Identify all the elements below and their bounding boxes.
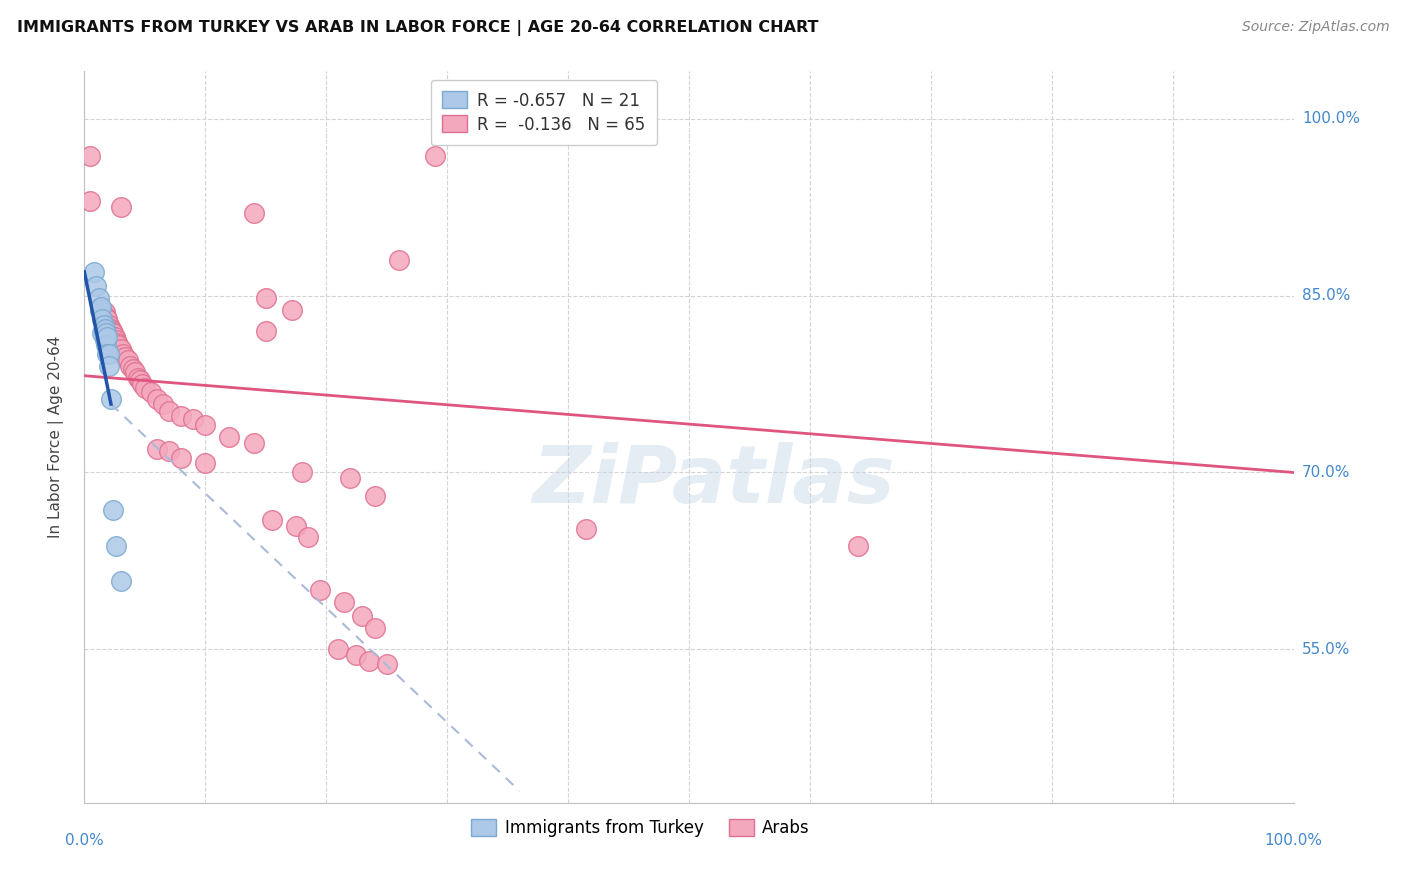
Point [357, 654, 380, 668]
Point [131, 376, 153, 391]
Point [79, 149, 101, 163]
Point [157, 404, 180, 418]
Point [94, 334, 117, 348]
Point [388, 253, 411, 268]
Point [94, 326, 117, 341]
Point [83, 265, 105, 279]
Point [170, 451, 193, 466]
Text: 0.0%: 0.0% [65, 833, 104, 848]
Point [194, 456, 217, 470]
Point [127, 371, 149, 385]
Point [181, 412, 204, 426]
Text: IMMIGRANTS FROM TURKEY VS ARAB IN LABOR FORCE | AGE 20-64 CORRELATION CHART: IMMIGRANTS FROM TURKEY VS ARAB IN LABOR … [17, 20, 818, 36]
Point [333, 595, 356, 609]
Point [93, 318, 115, 332]
Point [94, 338, 117, 352]
Point [96, 312, 118, 326]
Point [170, 409, 193, 423]
Point [281, 302, 304, 317]
Point [97, 318, 120, 332]
Point [575, 522, 598, 536]
Point [423, 149, 446, 163]
Point [110, 574, 132, 588]
Point [284, 518, 308, 533]
Point [94, 321, 117, 335]
Point [100, 321, 122, 335]
Text: 100.0%: 100.0% [1302, 111, 1360, 126]
Text: 85.0%: 85.0% [1302, 288, 1350, 303]
Point [194, 418, 217, 433]
Point [114, 350, 136, 364]
Point [157, 444, 180, 458]
Point [100, 392, 122, 407]
Point [260, 513, 283, 527]
Y-axis label: In Labor Force | Age 20-64: In Labor Force | Age 20-64 [48, 336, 63, 538]
Point [93, 324, 115, 338]
Point [87, 291, 110, 305]
Point [104, 334, 127, 348]
Point [94, 305, 117, 319]
Text: 55.0%: 55.0% [1302, 642, 1350, 657]
Legend: Immigrants from Turkey, Arabs: Immigrants from Turkey, Arabs [463, 811, 818, 846]
Point [124, 365, 146, 379]
Point [254, 291, 277, 305]
Point [846, 539, 869, 553]
Text: 100.0%: 100.0% [1264, 833, 1323, 848]
Point [89, 301, 111, 315]
Point [105, 335, 128, 350]
Point [291, 466, 314, 480]
Point [120, 359, 142, 374]
Point [339, 471, 361, 485]
Point [97, 359, 120, 374]
Point [110, 342, 132, 356]
Point [90, 301, 112, 315]
Point [134, 380, 156, 394]
Point [94, 310, 117, 324]
Point [218, 430, 240, 444]
Point [242, 436, 264, 450]
Point [309, 583, 332, 598]
Point [346, 648, 368, 663]
Point [103, 503, 125, 517]
Point [97, 347, 120, 361]
Text: ZiPatlas: ZiPatlas [531, 442, 894, 520]
Point [96, 347, 118, 361]
Point [117, 353, 139, 368]
Point [107, 338, 129, 352]
Point [104, 539, 127, 553]
Point [112, 347, 135, 361]
Point [86, 279, 108, 293]
Text: 70.0%: 70.0% [1302, 465, 1350, 480]
Point [89, 302, 111, 317]
Point [110, 200, 132, 214]
Point [104, 330, 127, 344]
Point [91, 326, 114, 341]
Point [103, 326, 125, 341]
Point [96, 330, 118, 344]
Point [79, 194, 101, 208]
Point [375, 657, 398, 671]
Text: Source: ZipAtlas.com: Source: ZipAtlas.com [1241, 20, 1389, 34]
Point [146, 442, 169, 456]
Point [146, 392, 169, 407]
Point [254, 324, 277, 338]
Point [328, 642, 350, 657]
Point [91, 312, 114, 326]
Point [121, 361, 143, 376]
Point [91, 302, 114, 317]
Point [363, 489, 385, 503]
Point [363, 621, 385, 635]
Point [139, 385, 162, 400]
Point [297, 530, 319, 544]
Point [101, 324, 124, 338]
Point [152, 397, 174, 411]
Point [129, 374, 152, 388]
Point [352, 609, 374, 624]
Point [242, 206, 264, 220]
